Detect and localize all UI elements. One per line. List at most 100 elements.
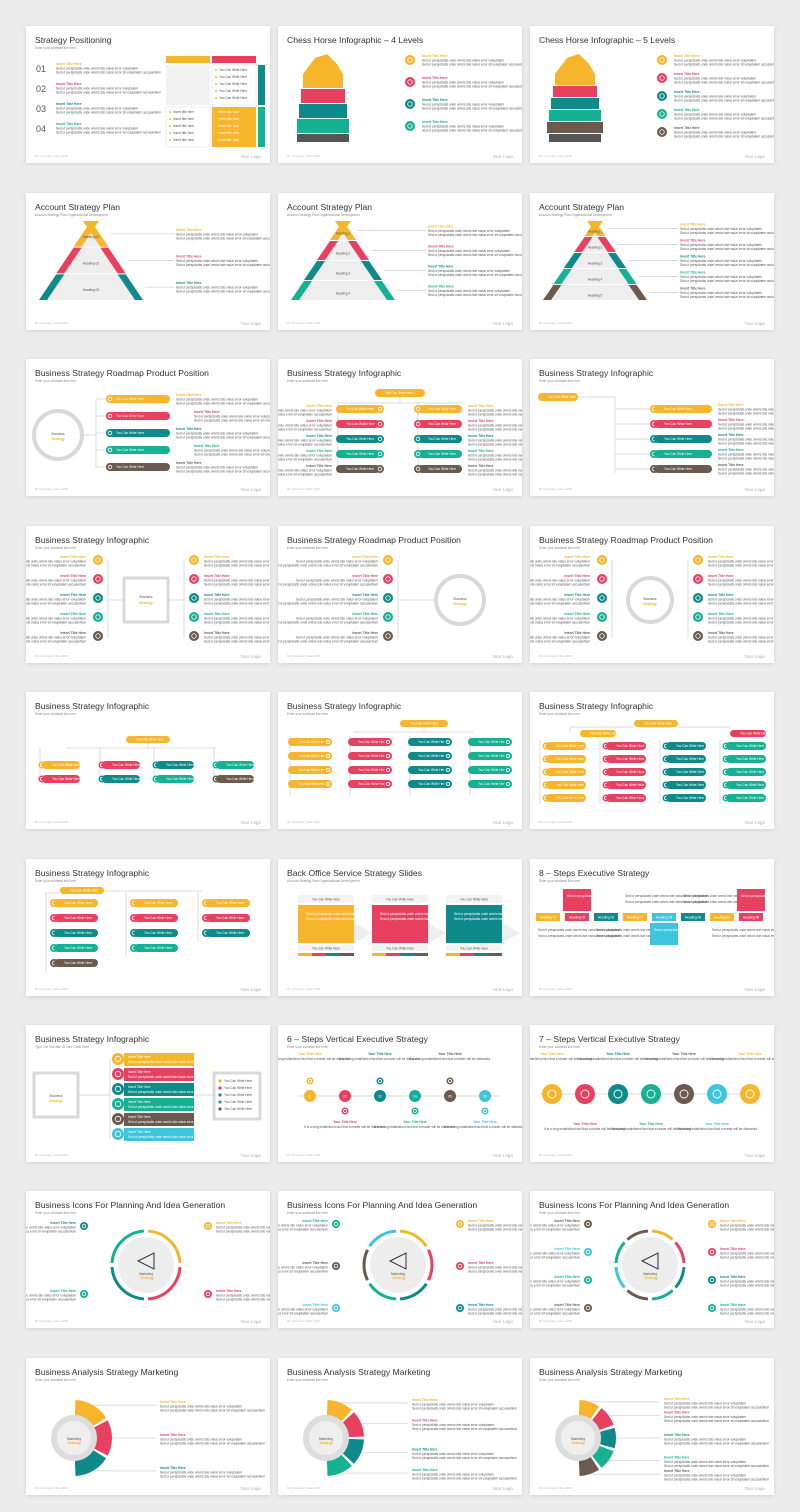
block-text: Sed ut perspiciatis unde omnis iste natu… bbox=[176, 232, 258, 236]
block-text: Sed ut perspiciatis unde omnis iste natu… bbox=[296, 636, 378, 640]
slide-title: Business Strategy Infographic bbox=[35, 1034, 150, 1044]
slide-thumbnail[interactable]: Chess Horse Infographic – 5 Levels 00 | C… bbox=[530, 26, 774, 163]
pill-label: You Can Write Here bbox=[478, 768, 506, 772]
block-title: Insert Title Here bbox=[428, 245, 454, 249]
pill bbox=[206, 899, 250, 907]
block-text: Sed ut perspiciatis unde omnis iste natu… bbox=[176, 432, 258, 436]
pill-label: You Can Write Here bbox=[418, 768, 446, 772]
slide-thumbnail[interactable]: Business Strategy Roadmap Product Positi… bbox=[278, 526, 522, 663]
slide-thumbnail[interactable]: Business Strategy Infographic Enter your … bbox=[26, 692, 270, 829]
ring-segment bbox=[147, 1266, 182, 1301]
center-label: Strategy bbox=[644, 1276, 658, 1280]
block-text: Sed ut perspiciatis unde omnis iste natu… bbox=[422, 129, 522, 133]
block-text: Sed ut perspiciatis unde omnis iste natu… bbox=[718, 423, 774, 427]
slide-thumbnail[interactable]: Chess Horse Infographic – 4 Levels 00 | C… bbox=[278, 26, 522, 163]
block-text: Sed ut perspiciatis unde omnis iste natu… bbox=[468, 413, 522, 417]
glyph-icon bbox=[107, 396, 113, 402]
graphic-group: You Can Write Here You Can Write Here You … bbox=[45, 887, 250, 973]
slide-thumbnail[interactable]: Account Strategy Plan Account Strategy Pl… bbox=[26, 193, 270, 330]
block-title: Insert Title Here bbox=[468, 1219, 494, 1223]
slide-logo: Your Logo bbox=[492, 1153, 513, 1158]
bullet-text: Insert title here bbox=[173, 110, 194, 114]
step-tab bbox=[623, 913, 647, 921]
slide-thumbnail[interactable]: Account Strategy Plan Account Strategy Pl… bbox=[278, 193, 522, 330]
slide-subtitle: Enter your subhead line here bbox=[287, 1045, 328, 1049]
graphic-group: You Can Write Here Sed ut perspiciatis un… bbox=[298, 895, 522, 956]
glyph-icon bbox=[114, 1055, 122, 1063]
glyph-icon bbox=[679, 1089, 689, 1099]
block-text: Sed ut perspiciatis unde omnis iste natu… bbox=[412, 1406, 517, 1410]
block-title: Insert Title Here bbox=[412, 1418, 438, 1422]
block-text: Sed ut perspiciatis unde omnis iste natu… bbox=[278, 454, 332, 458]
block-text: Sed ut perspiciatis unde omnis iste natu… bbox=[708, 583, 774, 587]
slide-subtitle: Enter your subhead line here bbox=[35, 1378, 76, 1382]
block-title: Insert Title Here bbox=[564, 574, 590, 578]
block-text: Sed ut perspiciatis unde omnis iste natu… bbox=[530, 564, 590, 568]
slide-thumbnail[interactable]: Account Strategy Plan Account Strategy Pl… bbox=[530, 193, 774, 330]
pill-label: You Can Write Here bbox=[616, 796, 644, 800]
glyph-icon bbox=[599, 576, 605, 582]
block-text: Sed ut perspiciatis unde omnis iste natu… bbox=[664, 1478, 769, 1482]
block-text: Sed ut perspiciatis unde omnis iste natu… bbox=[204, 640, 270, 644]
pill-label: You Can Write Here bbox=[116, 448, 144, 452]
slide-thumbnail[interactable]: Business Strategy Infographic Enter your … bbox=[26, 526, 270, 663]
step-card bbox=[563, 889, 591, 911]
slide-thumbnail[interactable]: Business Strategy Infographic Enter your … bbox=[530, 692, 774, 829]
slide-title: Back Office Service Strategy Slides bbox=[287, 868, 423, 878]
slide-thumbnail[interactable]: Business Icons For Planning And Idea Gen… bbox=[530, 1191, 774, 1328]
slide-logo: Your Logo bbox=[240, 154, 261, 159]
card-text: Sed ut perspiciatis unde omnis iste natu… bbox=[306, 912, 388, 916]
pill bbox=[726, 768, 766, 776]
analysis-segment bbox=[342, 1438, 364, 1464]
slide-thumbnail[interactable]: Business Strategy Infographic Enter your … bbox=[278, 359, 522, 496]
slide-thumbnail[interactable]: Business Strategy Infographic Enter your … bbox=[26, 859, 270, 996]
slide-thumbnail[interactable]: 8 – Steps Executive Strategy Enter your s… bbox=[530, 859, 774, 996]
center-label: Business bbox=[140, 595, 153, 599]
horse-base bbox=[297, 134, 349, 142]
icon-circle bbox=[444, 738, 452, 746]
slide-thumbnail[interactable]: Back Office Service Strategy Slides Accou… bbox=[278, 859, 522, 996]
step-number: 04 bbox=[36, 124, 46, 134]
pill bbox=[134, 914, 178, 922]
legend-box bbox=[212, 1071, 262, 1121]
slide-thumbnail[interactable]: Business Strategy Roadmap Product Positi… bbox=[530, 526, 774, 663]
slide-thumbnail[interactable]: Business Strategy Infographic Enter your … bbox=[530, 359, 774, 496]
glyph-icon bbox=[407, 101, 413, 107]
pill-label: You Can Write Here bbox=[70, 889, 98, 893]
step-text: Sed ut perspiciatis unde omnis iste natu… bbox=[712, 928, 774, 932]
slide-thumbnail[interactable]: Business Strategy Infographic Type The Su… bbox=[26, 1025, 270, 1162]
slide-subtitle: Enter your subhead line here bbox=[35, 879, 76, 883]
glyph-icon bbox=[407, 123, 413, 129]
slide-thumbnail[interactable]: Business Analysis Strategy Marketing Ente… bbox=[530, 1358, 774, 1495]
slide-footer: 00 | Company | Date 2018 bbox=[539, 154, 572, 158]
slide-logo: Your Logo bbox=[492, 321, 513, 326]
block-title: Insert Title Here bbox=[468, 1261, 494, 1265]
slide-thumbnail[interactable]: Strategy Positioning Enter your subhead l… bbox=[26, 26, 270, 163]
slide-thumbnail[interactable]: Business Strategy Roadmap Product Positi… bbox=[26, 359, 270, 496]
icon-circle bbox=[324, 780, 332, 788]
pill bbox=[726, 742, 766, 750]
slide-title: Business Strategy Roadmap Product Positi… bbox=[35, 368, 209, 378]
step-circle bbox=[608, 1084, 628, 1104]
block-title: Insert Title Here bbox=[352, 593, 378, 597]
slide-thumbnail[interactable]: Business Analysis Strategy Marketing Ente… bbox=[26, 1358, 270, 1495]
glyph-icon bbox=[695, 595, 701, 601]
pill bbox=[546, 755, 586, 763]
slide-thumbnail[interactable]: Business Analysis Strategy Marketing Ente… bbox=[278, 1358, 522, 1495]
glyph-icon bbox=[191, 633, 197, 639]
pill-label: You Can Write Here bbox=[226, 763, 254, 767]
slide-footer: 00 | Company | Date 2018 bbox=[35, 1486, 68, 1490]
slide-thumbnail[interactable]: Business Icons For Planning And Idea Gen… bbox=[26, 1191, 270, 1328]
glyph-icon bbox=[585, 1221, 591, 1227]
icon-circle bbox=[93, 574, 103, 584]
pill bbox=[666, 768, 706, 776]
glyph-icon bbox=[709, 1277, 715, 1283]
slide-thumbnail[interactable]: 6 – Steps Vertical Executive Strategy Ent… bbox=[278, 1025, 522, 1162]
slide-thumbnail[interactable]: 7 – Steps Vertical Executive Strategy Ent… bbox=[530, 1025, 774, 1162]
slide-thumbnail[interactable]: Business Strategy Infographic Enter your … bbox=[278, 692, 522, 829]
slide-thumbnail[interactable]: Business Icons For Planning And Idea Gen… bbox=[278, 1191, 522, 1328]
slide-logo: Your Logo bbox=[744, 1319, 765, 1324]
block-title: Insert Title Here bbox=[468, 404, 494, 408]
